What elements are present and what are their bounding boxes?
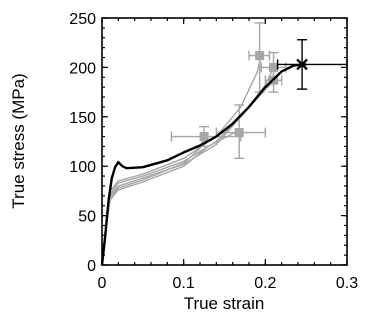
y-tick-label: 100 xyxy=(69,159,96,176)
series-line xyxy=(101,131,240,266)
series-layer xyxy=(100,22,348,266)
y-tick-label: 0 xyxy=(87,258,96,275)
series-line xyxy=(101,136,205,266)
plot-frame xyxy=(101,17,348,266)
endpoint-marker xyxy=(234,128,244,138)
y-tick-label: 250 xyxy=(69,11,96,28)
series-line xyxy=(101,67,275,266)
x-axis-title: True strain xyxy=(184,294,265,313)
series-line xyxy=(101,55,262,266)
ticks-layer: 0 0.1 0.2 0.3 0 50 100 150 200 250 xyxy=(69,11,358,292)
x-tick-label: 0.2 xyxy=(254,275,276,292)
endpoint-marker xyxy=(255,51,265,61)
x-tick-label: 0.1 xyxy=(173,275,195,292)
endpoint-marker xyxy=(199,132,209,142)
x-tick-label: 0 xyxy=(98,275,107,292)
y-tick-label: 200 xyxy=(69,60,96,77)
y-tick-label: 50 xyxy=(78,209,96,226)
y-axis-title: True stress (MPa) xyxy=(9,73,28,208)
highlight-series-line xyxy=(100,63,307,266)
x-tick-label: 0.3 xyxy=(336,275,358,292)
endpoint-marker xyxy=(296,58,308,71)
endpoint-marker xyxy=(269,62,278,72)
y-tick-label: 150 xyxy=(69,110,96,127)
